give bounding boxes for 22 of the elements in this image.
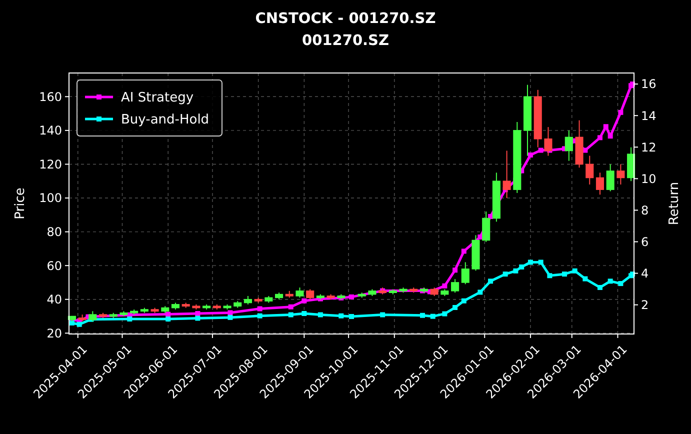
y-tick-label: 40: [46, 292, 62, 307]
y-tick-label: 60: [46, 258, 62, 273]
y2-tick-label: 16: [641, 77, 656, 92]
y-tick-label: 100: [39, 191, 62, 206]
y2-tick-label: 14: [641, 108, 656, 123]
y-tick-label: 120: [39, 157, 62, 172]
chart-title: CNSTOCK - 001270.SZ: [255, 11, 436, 27]
y2-axis-title: Return: [667, 182, 682, 226]
y2-tick-label: 6: [641, 234, 649, 249]
legend-label: AI Strategy: [121, 90, 194, 106]
legend-label: Buy-and-Hold: [121, 112, 210, 128]
y2-tick-label: 12: [641, 140, 656, 154]
y-tick-label: 140: [39, 124, 62, 138]
y-tick-label: 80: [46, 224, 62, 239]
y-tick-label: 160: [39, 90, 62, 104]
y2-tick-label: 10: [641, 172, 656, 186]
y-axis-title: Price: [13, 188, 28, 220]
chart-subtitle: 001270.SZ: [302, 33, 389, 49]
y2-tick-label: 2: [641, 298, 649, 312]
y2-tick-label: 8: [641, 203, 649, 218]
y2-tick-label: 4: [641, 266, 649, 280]
y-tick-label: 20: [46, 326, 62, 340]
